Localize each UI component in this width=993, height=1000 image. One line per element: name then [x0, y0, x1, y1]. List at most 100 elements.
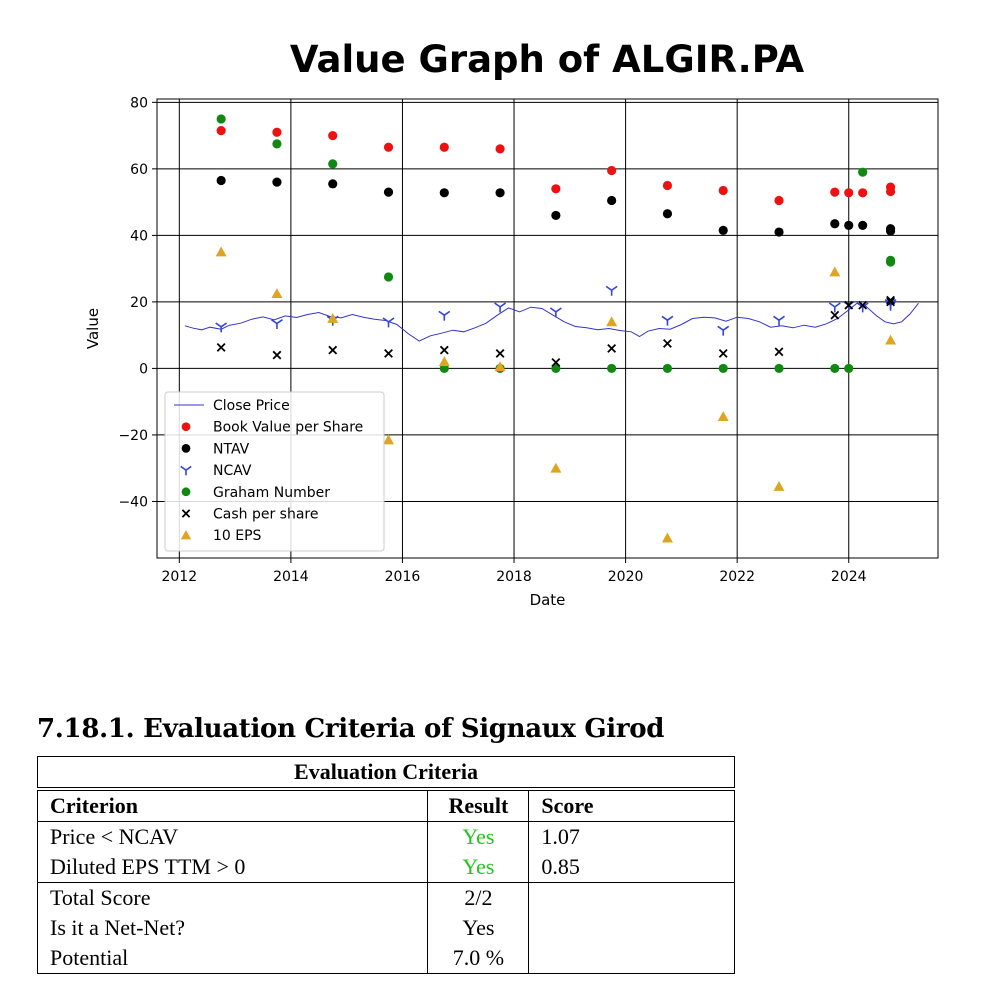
x-tick-label: 2024: [831, 569, 867, 585]
book-value-per-share-point: [272, 127, 282, 137]
legend-swatch-ncav: [180, 465, 192, 476]
10-eps-point: [438, 356, 450, 367]
10-eps-point: [773, 480, 785, 491]
10-eps-point: [829, 266, 841, 277]
10-eps-point: [271, 288, 283, 298]
result-cell: Yes: [427, 852, 530, 883]
book-value-per-share-point: [439, 142, 449, 152]
table-row: Diluted EPS TTM > 0 Yes 0.85: [36, 852, 735, 883]
summary-row: Total Score 2/2: [36, 882, 735, 913]
ntav-point: [662, 209, 673, 219]
y-tick-label: 60: [130, 162, 148, 178]
legend-swatch-ntav: [181, 444, 191, 453]
ncav-point: [661, 315, 674, 326]
ntav-point: [551, 210, 561, 221]
legend-label-close-price: Close Price: [213, 398, 290, 414]
ncav-point: [270, 319, 283, 330]
legend: Close Price Book Value per Share NTAV NCAV G…: [164, 391, 385, 552]
cash-per-share-point: [718, 349, 728, 358]
book-value-per-share-point: [495, 144, 505, 154]
ncav-point: [494, 302, 507, 313]
x-tick-label: 2022: [719, 569, 755, 585]
y-tick-label: 40: [130, 228, 148, 244]
ntav-point: [858, 220, 868, 230]
x-tick-label: 2012: [161, 569, 197, 585]
y-tick-label: 0: [139, 361, 148, 377]
ntav-point: [383, 187, 394, 197]
plot-frame: [156, 98, 939, 559]
table-row: Price < NCAV Yes 1.07: [36, 821, 735, 852]
score-cell: 1.07: [528, 821, 735, 852]
summary-value: 2/2: [427, 882, 530, 913]
10-eps-point: [327, 313, 339, 323]
cash-per-share-point: [607, 344, 617, 353]
cash-per-share-point: [830, 310, 840, 320]
summary-label: Potential: [36, 943, 429, 974]
close-price-line: [184, 302, 919, 342]
graham-number-point: [718, 363, 728, 374]
y-tick-label: −40: [118, 494, 148, 510]
book-value-per-share-point: [844, 188, 854, 198]
book-value-per-share-point: [830, 187, 840, 197]
y-tick-label: −20: [118, 428, 148, 444]
x-tick-label: 2014: [273, 569, 309, 585]
10-eps-point: [383, 434, 395, 445]
ntav-point: [718, 225, 728, 235]
result-cell: Yes: [427, 821, 530, 852]
legend-label-graham-number: Graham Number: [213, 485, 330, 501]
cash-per-share-point: [844, 300, 854, 310]
legend-swatch-graham-number: [181, 487, 191, 497]
ntav-point: [607, 195, 617, 206]
ntav-point: [328, 179, 338, 189]
legend-label-10-eps: 10 EPS: [213, 528, 262, 544]
legend-swatch-10-eps: [180, 529, 192, 540]
table-header-row: Criterion Result Score: [36, 790, 735, 822]
book-value-per-share-point: [662, 180, 673, 191]
summary-row: Potential 7.0 %: [36, 943, 735, 974]
summary-label: Is it a Net-Net?: [36, 913, 429, 943]
header-score: Score: [528, 790, 735, 822]
close-price-line: [184, 302, 919, 342]
summary-empty: [528, 882, 735, 913]
graham-number-point: [774, 363, 784, 374]
y-axis-label: Value: [84, 308, 102, 349]
x-tick-label: 2020: [608, 569, 644, 585]
ntav-point: [216, 175, 226, 186]
graham-number-point: [885, 257, 896, 267]
ntav-point: [830, 219, 840, 229]
legend-box: [164, 391, 385, 552]
graham-number-point: [607, 363, 617, 374]
graham-number-point: [858, 167, 868, 177]
criterion-cell: Price < NCAV: [36, 821, 429, 852]
book-value-per-share-point: [858, 188, 868, 198]
value-graph-chart: Value Graph of ALGIR.PA 2012 2014 2016 2018…: [84, 38, 939, 609]
score-cell: 0.85: [528, 852, 735, 883]
summary-empty: [528, 913, 735, 943]
cash-per-share-point: [886, 297, 896, 307]
graham-number-point: [830, 363, 840, 374]
cash-per-share-point: [551, 357, 561, 367]
ntav-point: [495, 188, 505, 198]
evaluation-criteria-table: Evaluation Criteria Criterion Result Sco…: [36, 756, 735, 974]
book-value-per-share-point: [885, 186, 896, 197]
ncav-point: [382, 317, 395, 328]
legend-label-book-value-per-share: Book Value per Share: [213, 420, 363, 436]
ntav-point: [439, 188, 449, 198]
legend-label-cash-per-share: Cash per share: [213, 507, 319, 523]
book-value-per-share-point: [328, 130, 338, 141]
axis-ticks: 2012 2014 2016 2018 2020 2022 2024 −40 −20 0 20 40 6…: [118, 95, 866, 585]
graham-number-point: [844, 363, 854, 374]
10-eps-point: [215, 246, 227, 257]
cash-per-share-point: [663, 339, 672, 348]
book-value-per-share-point: [383, 142, 394, 152]
10-eps-point: [606, 316, 618, 327]
cash-per-share-point: [328, 345, 338, 355]
graham-number-point: [216, 114, 226, 124]
legend-swatch-book-value-per-share: [181, 422, 191, 432]
ncav-point: [549, 307, 562, 318]
summary-value: 7.0 %: [427, 943, 530, 974]
graham-number-point: [383, 272, 394, 282]
graham-number-point: [328, 159, 338, 169]
x-tick-label: 2016: [385, 569, 421, 585]
grid-lines: [157, 99, 938, 558]
